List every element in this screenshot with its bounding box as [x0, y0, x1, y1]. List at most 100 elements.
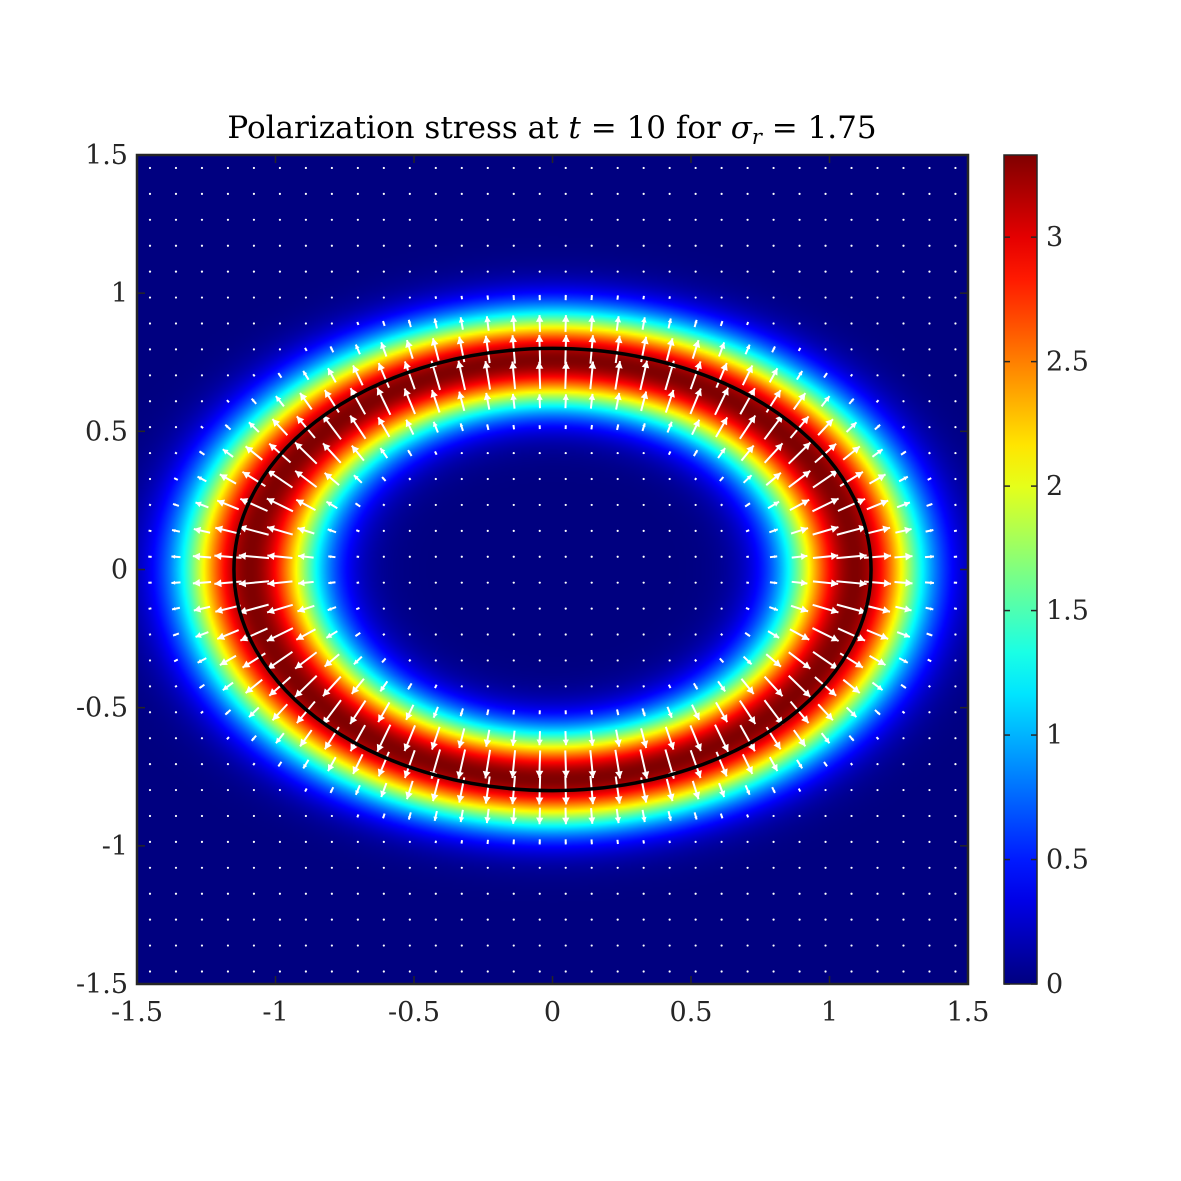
quiver-arrow	[538, 633, 541, 636]
quiver-arrow	[222, 681, 234, 691]
quiver-arrow	[379, 680, 389, 692]
colorbar: 0 0.5 1 1.5 2 2.5 3	[1003, 154, 1089, 1000]
quiver-arrow	[765, 653, 782, 668]
quiver-arrow	[171, 606, 181, 611]
quiver-arrow	[788, 675, 812, 698]
quiver-arrow	[876, 763, 879, 766]
quiver-arrow	[252, 373, 256, 377]
quiver-arrow	[266, 525, 294, 536]
quiver-arrow	[642, 555, 645, 558]
quiver-arrow	[405, 419, 415, 436]
colorbar-tick-label: 2.5	[1046, 347, 1089, 378]
quiver-arrow	[668, 270, 671, 273]
quiver-arrow	[765, 472, 782, 486]
quiver-arrow	[148, 788, 152, 792]
quiver-arrow	[668, 659, 671, 662]
quiver-arrow	[407, 449, 413, 457]
quiver-arrow	[266, 497, 294, 513]
quiver-arrow	[278, 814, 282, 818]
quiver-arrow	[148, 166, 152, 170]
y-tick-label: 0	[111, 555, 128, 586]
quiver-arrow	[744, 502, 751, 508]
quiver-arrow	[616, 970, 619, 973]
quiver-arrow	[538, 244, 541, 247]
quiver-arrow	[564, 607, 567, 610]
quiver-arrow	[590, 633, 593, 636]
quiver-arrow	[928, 684, 931, 688]
quiver-arrow	[200, 788, 204, 792]
quiver-arrow	[771, 346, 776, 353]
quiver-arrow	[266, 603, 294, 615]
quiver-arrow	[772, 166, 775, 170]
quiver-arrow	[538, 659, 541, 662]
quiver-arrow	[717, 680, 726, 693]
quiver-arrow	[694, 918, 697, 921]
quiver-arrow	[434, 270, 437, 273]
quiver-arrow	[538, 529, 541, 532]
quiver-arrow	[720, 270, 723, 273]
quiver-arrow	[408, 658, 412, 662]
quiver-arrow	[483, 729, 492, 747]
quiver-arrow	[928, 426, 931, 429]
quiver-arrow	[791, 553, 808, 561]
quiver-arrow	[746, 321, 750, 326]
quiver-arrow	[616, 424, 620, 431]
quiver-arrow	[538, 607, 541, 610]
quiver-arrow	[954, 218, 957, 221]
quiver-arrow	[298, 579, 314, 587]
quiver-arrow	[408, 270, 411, 273]
y-tick-label: 1	[111, 278, 128, 309]
quiver-arrow	[267, 552, 293, 561]
quiver-arrow	[538, 218, 541, 221]
quiver-arrow	[172, 632, 180, 637]
quiver-arrow	[616, 451, 619, 455]
quiver-arrow	[954, 788, 957, 792]
quiver-arrow	[349, 387, 367, 415]
quiver-arrow	[434, 166, 437, 170]
quiver-arrow	[200, 814, 204, 818]
quiver-arrow	[590, 866, 593, 869]
quiver-arrow	[836, 579, 867, 588]
quiver-arrow	[408, 244, 411, 247]
quiver-arrow	[377, 362, 390, 389]
quiver-arrow	[788, 651, 811, 670]
quiver-arrow	[296, 415, 316, 439]
quiver-arrow	[148, 633, 152, 636]
quiver-arrow	[200, 840, 204, 843]
quiver-arrow	[250, 397, 257, 405]
quiver-arrow	[278, 348, 282, 351]
quiver-arrow	[278, 944, 282, 947]
quiver-arrow	[226, 840, 230, 843]
quiver-arrow	[666, 706, 673, 719]
quiver-arrow	[590, 581, 593, 584]
quiver-arrow	[267, 579, 293, 588]
quiver-arrow	[927, 477, 932, 481]
quiver-arrow	[789, 415, 810, 439]
quiver-arrow	[538, 294, 541, 301]
quiver-arrow	[148, 555, 152, 558]
quiver-arrow	[564, 270, 567, 273]
quiver-arrow	[538, 192, 541, 195]
quiver-arrow	[714, 387, 730, 416]
quiver-arrow	[510, 808, 518, 824]
quiver-arrow	[928, 814, 931, 818]
quiver-arrow	[193, 605, 211, 613]
quiver-arrow	[408, 296, 411, 299]
quiver-arrow	[193, 526, 211, 535]
quiver-arrow	[564, 970, 567, 973]
quiver-arrow	[538, 555, 541, 558]
quiver-arrow	[850, 918, 853, 921]
quiver-arrow	[564, 685, 567, 688]
quiver-arrow	[824, 348, 827, 351]
quiver-arrow	[954, 166, 957, 170]
quiver-arrow	[512, 166, 515, 170]
quiver-arrow	[252, 348, 256, 351]
quiver-arrow	[330, 840, 333, 843]
quiver-arrow	[824, 218, 827, 221]
quiver-arrow	[667, 810, 673, 822]
quiver-arrow	[512, 918, 515, 921]
quiver-arrow	[641, 423, 646, 432]
quiver-arrow	[460, 659, 463, 662]
quiver-arrow	[798, 296, 801, 299]
quiver-arrow	[460, 555, 463, 558]
